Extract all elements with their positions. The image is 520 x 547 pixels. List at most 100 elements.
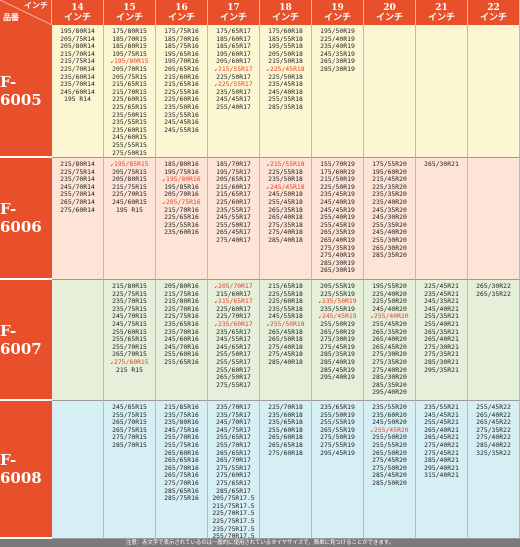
tire-size: 245/60R15 [112,197,147,206]
tire-size: 195/65R16 [164,49,199,58]
tire-size: 235/60R20 [372,410,407,419]
tire-size: 185/70R15 [112,34,147,43]
tire-size: 245/70R16 [164,342,199,351]
column-number: 17 [227,2,240,13]
tire-size-highlighted: 225/45R18 [260,65,311,74]
tire-size: 185/80R16 [164,160,199,168]
tire-size: 245/85R15 [112,403,147,411]
tire-size: 235/70R15 [112,297,147,306]
tire-size: 245/55R18 [268,312,303,321]
tire-size: 285/35R20 [372,380,407,389]
tire-size: 245/60R15 [112,133,147,142]
tire-size: 255/40R19 [320,213,355,222]
size-cell [468,25,520,158]
size-cell: 155/70R19 175/60R19 215/50R19 225/50R19 235/… [312,158,364,280]
tire-size: 265/40R20 [372,335,407,344]
tire-size-highlighted: 245/45R18 [260,183,311,192]
tire-size: 275/50R20 [372,463,407,472]
tire-size-highlighted: 195/85R15 [104,160,155,169]
tire-size: 285/30R19 [320,64,355,73]
tire-size: 255/70R17 [216,440,251,449]
tire-size: 235/55R21 [424,403,459,411]
size-cell: 195/80R14 205/75R14 205/80R14 215/70R14 215/… [52,25,104,158]
tire-size: 275/60R18 [268,448,303,457]
tire-size: 235/50R15 [112,110,147,119]
tire-size: 295/40R21 [424,463,459,472]
tire-size: 175/75R16 [164,27,199,35]
tire-size: 205/80R16 [164,282,199,290]
tire-size: 265/40R18 [268,213,303,222]
size-cell: 175/55R20 195/60R20 215/45R20 225/35R20 235/… [364,158,416,280]
tire-size: 175/80R15 [112,27,147,35]
size-cell [364,25,416,158]
tire-size: 275/45R21 [424,448,459,457]
column-header-8: 22 インチ [468,0,520,25]
column-number: 19 [331,2,344,13]
column-header-7: 21 インチ [416,0,468,25]
tire-size: 265/65R16 [164,456,199,465]
column-unit: インチ [427,12,455,23]
tire-size: 235/70R17 [216,403,251,411]
tire-size: 275/30R19 [320,335,355,344]
tire-size: 235/45R18 [268,80,303,89]
tire-size: 175/60R18 [268,27,303,35]
tire-size: 225/60R18 [268,297,303,306]
size-cell: 255/45R22 265/40R22 265/45R22 275/35R22 275/… [468,401,520,539]
tire-size: 195/75R17 [216,167,251,176]
tire-size: 245/75R16 [164,425,199,434]
tire-size: 275/30R21 [424,342,459,351]
tire-size: 245/55R17 [216,335,251,344]
tire-size: 205/70R15 [112,64,147,73]
column-number: 15 [123,2,136,13]
tire-size: 225/55R19 [320,289,355,298]
tire-size: 265/30R22 [476,282,511,290]
tire-size: 215/50R19 [320,175,355,184]
size-cell: 175/65R17 185/60R17 185/65R17 195/60R17 205/… [208,25,260,158]
size-cell: 265/30R22 265/35R22 [468,280,520,401]
tire-size: 265/70R14 [60,197,95,206]
tire-size: 215/75R16 [164,289,199,298]
tire-size: 275/55R19 [320,440,355,449]
tire-size: 225/65R16 [164,213,199,222]
tire-size: 295/40R19 [320,373,355,382]
tire-size: 275/70R16 [164,478,199,487]
column-unit: インチ [479,12,507,23]
tire-size-highlighted: 225/55R17 [208,81,259,89]
tire-size: 195/60R20 [372,167,407,176]
tire-size: 295/45R19 [320,448,355,457]
tire-size: 265/60R16 [164,448,199,457]
corner-header: インチ 品番 [0,0,52,25]
tire-size: 275/55R17 [216,463,251,472]
tire-size: 245/55R16 [164,125,199,134]
tire-size: 235/70R14 [60,80,95,89]
tire-size: 255/75R16 [164,440,199,449]
tire-size: 215/65R15 [112,80,147,89]
column-unit: インチ [167,12,195,23]
tire-size: 265/45R20 [372,342,407,351]
tire-size: 265/40R19 [320,235,355,244]
tire-size: 245/70R17 [216,418,251,427]
tire-size: 185/70R17 [216,160,251,168]
tire-size: 255/60R16 [164,350,199,359]
column-number: 16 [175,2,188,13]
tire-size-highlighted: 205/70R17 [208,282,259,291]
tire-size: 225/70R15 [112,190,147,199]
tire-size: 265/30R19 [320,57,355,66]
tire-size: 215/85R16 [164,403,199,411]
tire-size: 235/70R16 [164,327,199,336]
column-number: 20 [383,2,396,13]
tire-size: 235/60R16 [164,228,199,237]
tire-size: 205/55R19 [320,282,355,290]
tire-size: 225/70R16 [164,304,199,313]
tire-size: 255/35R20 [372,220,407,229]
size-cell: 175/60R18 185/55R18 195/55R18 205/50R18 215/… [260,25,312,158]
tire-size: 235/60R14 [60,72,95,81]
tire-size: 275/60R17 [216,471,251,480]
tire-size: 255/55R17 [216,357,251,366]
size-cell: 215/85R16 235/75R16 235/80R16 245/75R16 255/… [156,401,208,539]
tire-size: 275/45R19 [320,342,355,351]
tire-size: 235/35R20 [372,190,407,199]
tire-size: 265/40R22 [476,410,511,419]
tire-size: 205/70R16 [164,190,199,199]
tire-size: 275/65R17 [216,478,251,487]
